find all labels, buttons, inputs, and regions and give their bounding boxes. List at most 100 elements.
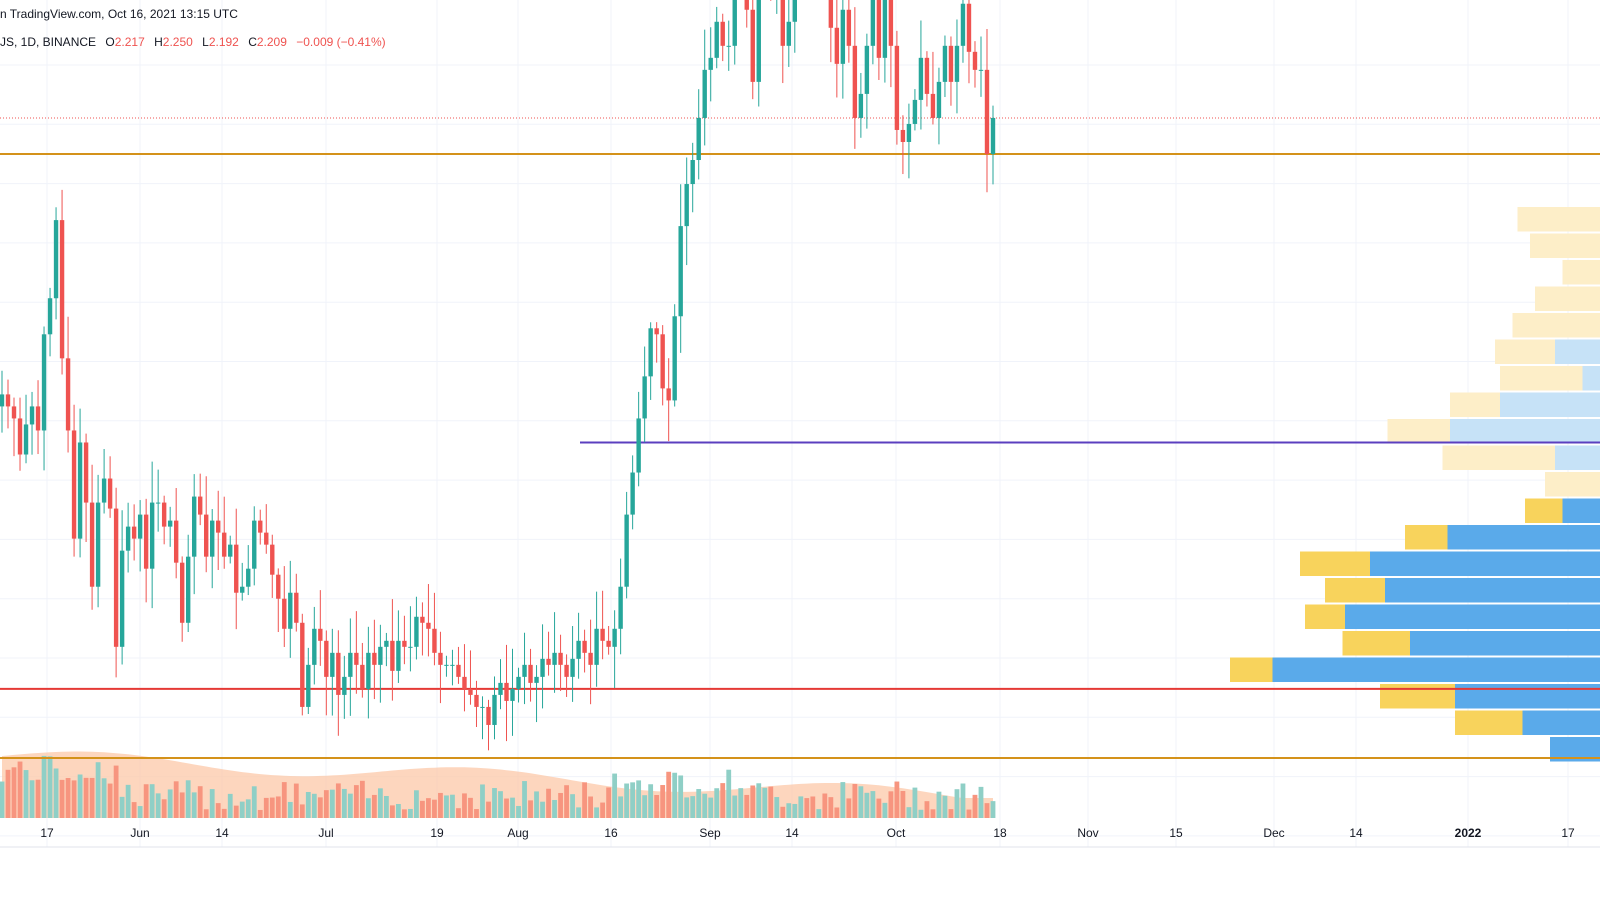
candle-body xyxy=(918,57,924,100)
volume-bar xyxy=(335,783,341,818)
volume-bar xyxy=(77,774,83,818)
candle-body xyxy=(744,0,749,10)
volume-profile-row-down xyxy=(1530,233,1600,258)
candle-body xyxy=(354,652,359,665)
candle-body xyxy=(324,640,329,677)
volume-bar xyxy=(570,794,575,818)
open-label: O xyxy=(105,35,115,49)
candle-body xyxy=(438,652,443,665)
candle-body xyxy=(534,676,539,683)
candle-body xyxy=(780,0,785,46)
candle-body xyxy=(828,0,834,28)
candle-body xyxy=(234,544,239,593)
volume-bar xyxy=(504,798,509,818)
candle-body xyxy=(462,676,467,689)
volume-bar xyxy=(984,803,990,818)
volume-profile-row-down xyxy=(1325,578,1385,603)
volume-bar xyxy=(870,791,876,818)
candle-body xyxy=(414,616,419,647)
volume-profile-row-down xyxy=(1342,631,1410,656)
volume-bar xyxy=(510,797,515,818)
candle-body xyxy=(882,0,888,58)
volume-profile-row-down xyxy=(1500,366,1583,391)
candle-body xyxy=(107,478,113,509)
volume-bar xyxy=(990,801,996,818)
volume-bar xyxy=(948,809,954,818)
volume-bar xyxy=(263,797,269,818)
candle-body xyxy=(720,21,725,46)
candle-body xyxy=(504,682,509,701)
candle-body xyxy=(444,664,449,666)
volume-bar xyxy=(876,798,882,818)
volume-profile xyxy=(1230,207,1600,762)
candle-body xyxy=(666,388,671,401)
volume-bar xyxy=(341,788,347,818)
candle-body xyxy=(474,694,479,707)
candle-body xyxy=(342,676,347,695)
volume-bar xyxy=(594,807,599,818)
volume-bar xyxy=(269,797,275,818)
candle-body xyxy=(143,514,149,569)
volume-profile-row-down xyxy=(1450,392,1500,417)
volume-bar xyxy=(498,791,503,818)
volume-bar xyxy=(636,780,642,818)
volume-bar xyxy=(89,777,95,818)
volume-bar xyxy=(852,783,858,818)
candle-body xyxy=(270,544,275,575)
candle-body xyxy=(450,664,455,666)
candle-body xyxy=(912,99,918,124)
volume-bar xyxy=(173,781,179,818)
volume-bar xyxy=(690,796,696,818)
candle-body xyxy=(173,520,179,563)
volume-profile-row-down xyxy=(1517,207,1600,232)
time-axis-tick-label: 14 xyxy=(215,826,229,840)
volume-profile-row-down xyxy=(1380,684,1455,709)
volume-bar xyxy=(167,789,173,818)
volume-bar xyxy=(840,782,846,818)
volume-bar xyxy=(942,795,948,818)
close-label: C xyxy=(248,35,257,49)
volume-bar xyxy=(894,781,900,818)
candle-body xyxy=(65,358,71,431)
volume-bar xyxy=(209,789,215,818)
volume-bar xyxy=(11,767,17,818)
volume-bar xyxy=(858,786,864,818)
volume-bar xyxy=(822,793,828,818)
candle-body xyxy=(708,57,713,70)
candle-body xyxy=(990,117,996,154)
time-axis-tick-label: 15 xyxy=(1169,826,1183,840)
volume-bar xyxy=(65,778,71,818)
candle-body xyxy=(876,0,882,58)
volume-bar xyxy=(666,771,672,818)
candle-body xyxy=(125,526,131,551)
volume-bar xyxy=(738,788,744,818)
time-axis-tick-label: 14 xyxy=(785,826,799,840)
candle-body xyxy=(972,51,978,70)
volume-profile-row-up xyxy=(1500,392,1600,417)
candle-body xyxy=(582,640,587,653)
volume-bar xyxy=(912,787,918,818)
candle-body xyxy=(408,646,413,648)
candle-body xyxy=(17,418,23,455)
candle-body xyxy=(618,586,623,629)
volume-profile-row-down xyxy=(1442,445,1555,470)
candle-body xyxy=(95,502,101,587)
volume-bar xyxy=(125,784,131,818)
volume-profile-row-down xyxy=(1545,472,1600,497)
candle-body xyxy=(702,69,707,118)
volume-profile-row-up xyxy=(1370,551,1600,576)
volume-bar xyxy=(480,784,485,818)
candle-body xyxy=(372,652,377,665)
candle-body xyxy=(378,646,383,665)
volume-bar xyxy=(918,809,924,818)
time-axis-tick-label: Dec xyxy=(1263,826,1284,840)
volume-bar xyxy=(95,762,101,818)
volume-bar xyxy=(816,809,822,818)
volume-bar xyxy=(786,803,792,818)
volume-bar xyxy=(107,783,113,818)
close-value: 2.209 xyxy=(256,35,287,49)
time-axis-tick-label: 19 xyxy=(430,826,444,840)
candle-body xyxy=(83,442,89,503)
candle-body xyxy=(624,514,629,587)
